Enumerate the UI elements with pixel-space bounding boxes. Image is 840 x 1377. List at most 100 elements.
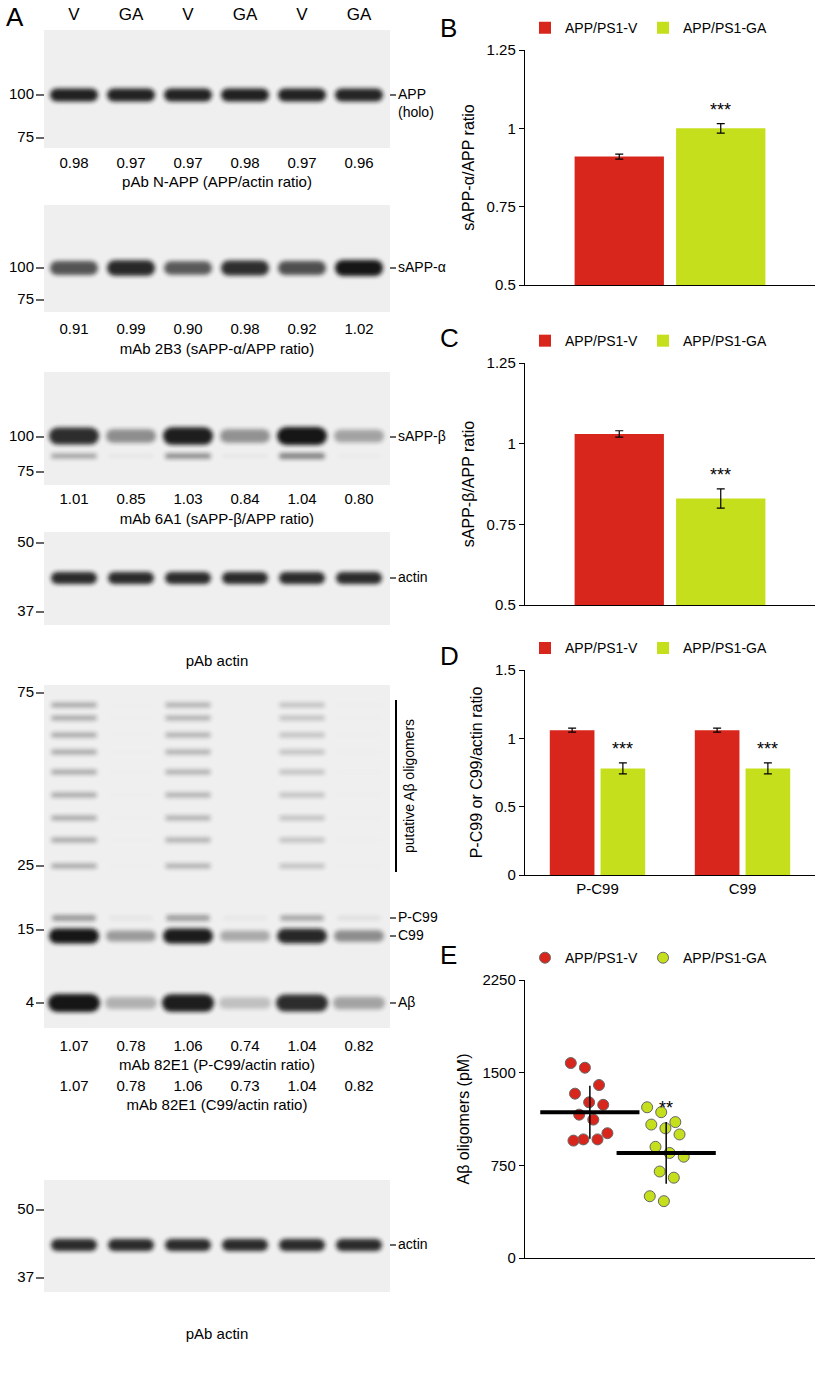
- svg-text:37: 37: [17, 602, 34, 619]
- svg-text:0.90: 0.90: [173, 320, 202, 337]
- svg-text:0.96: 0.96: [344, 154, 373, 171]
- svg-text:mAb 82E1 (P-C99/actin ratio): mAb 82E1 (P-C99/actin ratio): [119, 1056, 315, 1073]
- svg-text:1.02: 1.02: [344, 320, 373, 337]
- svg-text:APP/PS1-GA: APP/PS1-GA: [683, 333, 767, 349]
- svg-text:pAb actin: pAb actin: [186, 1325, 249, 1342]
- svg-text:1.01: 1.01: [59, 490, 88, 507]
- svg-text:0: 0: [507, 866, 515, 883]
- svg-text:mAb 82E1 (C99/actin ratio): mAb 82E1 (C99/actin ratio): [127, 1096, 308, 1113]
- svg-text:APP/PS1-V: APP/PS1-V: [565, 950, 638, 966]
- svg-text:1.07: 1.07: [59, 1077, 88, 1094]
- svg-text:1.25: 1.25: [487, 354, 516, 371]
- svg-text:APP: APP: [398, 86, 426, 102]
- svg-text:100: 100: [9, 258, 34, 275]
- svg-text:0.82: 0.82: [344, 1077, 373, 1094]
- svg-text:1.07: 1.07: [59, 1037, 88, 1054]
- svg-text:1.04: 1.04: [287, 1037, 316, 1054]
- svg-text:0.74: 0.74: [230, 1037, 259, 1054]
- svg-text:25: 25: [17, 856, 34, 873]
- svg-text:sAPP-α/APP ratio: sAPP-α/APP ratio: [460, 104, 477, 230]
- svg-text:pAb actin: pAb actin: [186, 652, 249, 669]
- svg-text:APP/PS1-V: APP/PS1-V: [565, 333, 638, 349]
- svg-text:50: 50: [17, 533, 34, 550]
- svg-text:1: 1: [507, 120, 515, 137]
- svg-text:750: 750: [491, 1157, 516, 1174]
- svg-text:0.80: 0.80: [344, 490, 373, 507]
- svg-text:APP/PS1-GA: APP/PS1-GA: [683, 20, 767, 36]
- svg-text:***: ***: [710, 465, 731, 485]
- svg-text:V: V: [296, 5, 308, 24]
- svg-text:GA: GA: [233, 5, 258, 24]
- svg-text:1.06: 1.06: [173, 1037, 202, 1054]
- svg-text:15: 15: [17, 920, 34, 937]
- svg-text:100: 100: [9, 427, 34, 444]
- svg-text:pAb N-APP (APP/actin ratio): pAb N-APP (APP/actin ratio): [122, 173, 312, 190]
- svg-text:0.97: 0.97: [116, 154, 145, 171]
- svg-text:P-C99: P-C99: [398, 909, 438, 925]
- svg-text:1.04: 1.04: [287, 490, 316, 507]
- svg-text:**: **: [659, 1098, 673, 1118]
- svg-text:0.97: 0.97: [173, 154, 202, 171]
- svg-text:***: ***: [757, 739, 778, 759]
- svg-text:actin: actin: [398, 1236, 428, 1252]
- svg-text:Aβ: Aβ: [398, 994, 415, 1010]
- svg-text:GA: GA: [119, 5, 144, 24]
- svg-text:75: 75: [17, 683, 34, 700]
- svg-text:actin: actin: [398, 569, 428, 585]
- svg-text:C: C: [440, 323, 459, 353]
- svg-text:P-C99: P-C99: [576, 880, 619, 897]
- svg-text:1: 1: [507, 435, 515, 452]
- svg-text:0.5: 0.5: [495, 798, 516, 815]
- svg-text:0.5: 0.5: [495, 596, 516, 613]
- svg-text:C99: C99: [729, 880, 757, 897]
- svg-text:putative Aβ oligomers: putative Aβ oligomers: [401, 719, 417, 853]
- svg-text:1.03: 1.03: [173, 490, 202, 507]
- svg-text:37: 37: [17, 1268, 34, 1285]
- svg-text:0.98: 0.98: [230, 320, 259, 337]
- svg-text:0.84: 0.84: [230, 490, 259, 507]
- svg-text:APP/PS1-GA: APP/PS1-GA: [683, 640, 767, 656]
- svg-text:mAb 6A1 (sAPP-β/APP ratio): mAb 6A1 (sAPP-β/APP ratio): [120, 510, 314, 527]
- svg-text:Aβ oligomers (pM): Aβ oligomers (pM): [455, 1053, 472, 1184]
- svg-text:(holo): (holo): [398, 104, 434, 120]
- svg-text:0.75: 0.75: [487, 198, 516, 215]
- svg-text:E: E: [440, 940, 457, 970]
- svg-text:75: 75: [17, 128, 34, 145]
- svg-text:75: 75: [17, 290, 34, 307]
- svg-text:0.98: 0.98: [59, 154, 88, 171]
- svg-text:0.92: 0.92: [287, 320, 316, 337]
- svg-text:0.78: 0.78: [116, 1037, 145, 1054]
- svg-text:B: B: [440, 13, 457, 43]
- svg-text:2250: 2250: [482, 971, 515, 988]
- svg-text:0.73: 0.73: [230, 1077, 259, 1094]
- svg-text:1.06: 1.06: [173, 1077, 202, 1094]
- svg-text:A: A: [6, 2, 24, 32]
- svg-text:V: V: [182, 5, 194, 24]
- svg-text:sAPP-β/APP ratio: sAPP-β/APP ratio: [460, 421, 477, 547]
- svg-text:100: 100: [9, 85, 34, 102]
- svg-text:APP/PS1-GA: APP/PS1-GA: [683, 950, 767, 966]
- svg-text:50: 50: [17, 1200, 34, 1217]
- svg-text:sAPP-α: sAPP-α: [398, 259, 446, 275]
- svg-text:0.98: 0.98: [230, 154, 259, 171]
- svg-text:0.82: 0.82: [344, 1037, 373, 1054]
- svg-text:***: ***: [710, 100, 731, 120]
- svg-text:GA: GA: [347, 5, 372, 24]
- svg-text:APP/PS1-V: APP/PS1-V: [565, 640, 638, 656]
- svg-text:1.04: 1.04: [287, 1077, 316, 1094]
- svg-text:1500: 1500: [482, 1064, 515, 1081]
- svg-text:D: D: [440, 641, 459, 671]
- svg-text:0.91: 0.91: [59, 320, 88, 337]
- svg-text:4: 4: [26, 993, 34, 1010]
- svg-text:0.85: 0.85: [116, 490, 145, 507]
- svg-text:C99: C99: [398, 927, 424, 943]
- svg-text:APP/PS1-V: APP/PS1-V: [565, 20, 638, 36]
- svg-text:1.5: 1.5: [495, 661, 516, 678]
- svg-text:0.78: 0.78: [116, 1077, 145, 1094]
- svg-text:75: 75: [17, 462, 34, 479]
- svg-text:0.5: 0.5: [495, 276, 516, 293]
- svg-text:1: 1: [507, 730, 515, 747]
- svg-text:mAb 2B3 (sAPP-α/APP ratio): mAb 2B3 (sAPP-α/APP ratio): [120, 340, 314, 357]
- svg-text:0.99: 0.99: [116, 320, 145, 337]
- svg-text:sAPP-β: sAPP-β: [398, 428, 446, 444]
